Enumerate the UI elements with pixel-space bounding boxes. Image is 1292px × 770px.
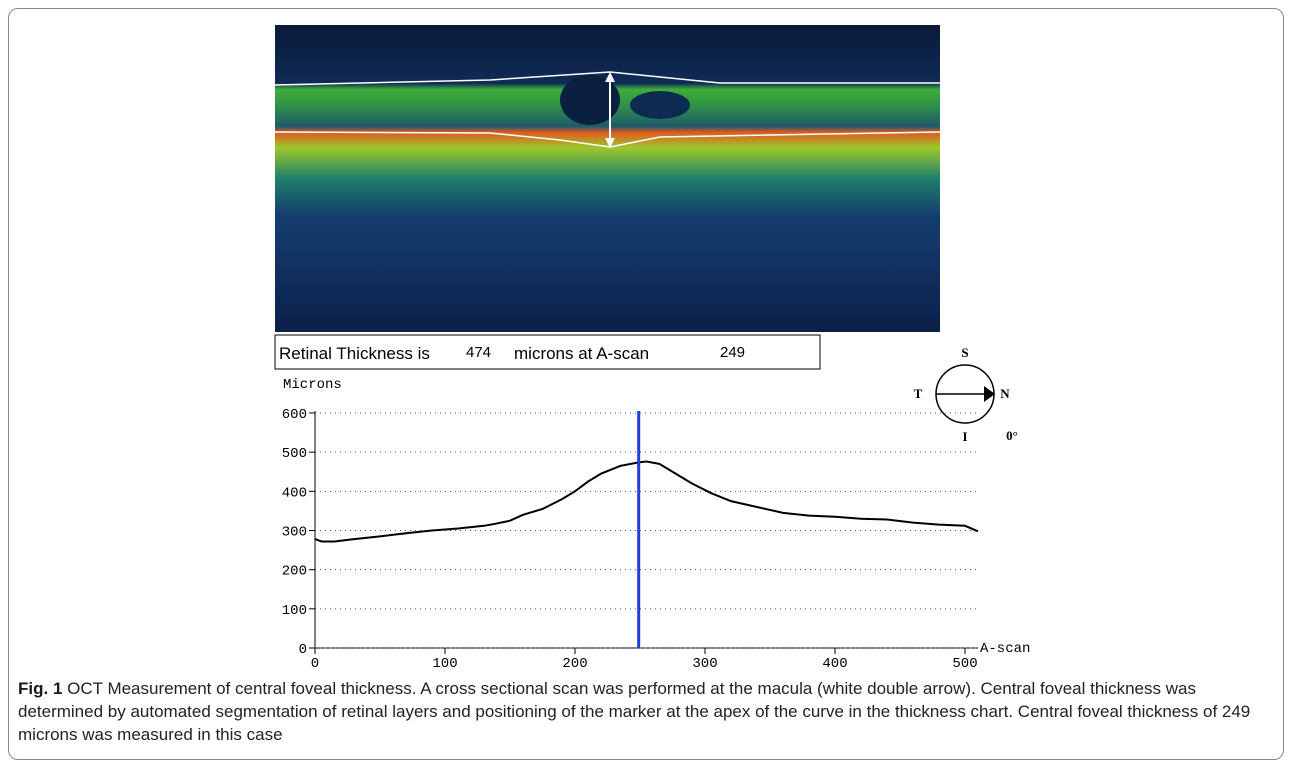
compass-label: I	[962, 429, 967, 444]
page: Retinal Thickness is 474 microns at A-sc…	[0, 0, 1292, 770]
caption: Fig. 1 OCT Measurement of central foveal…	[18, 677, 1268, 746]
compass-label: S	[961, 345, 968, 360]
y-tick-label: 300	[282, 525, 307, 541]
readout-text: microns at A-scan	[514, 344, 649, 363]
compass-label: 0°	[1006, 428, 1018, 443]
y-tick-label: 0	[299, 642, 307, 658]
y-tick-label: 200	[282, 564, 307, 580]
oct-scan-image	[275, 25, 940, 332]
x-tick-label: 100	[432, 656, 457, 672]
readout-text: Retinal Thickness is	[279, 344, 430, 363]
y-tick-label: 600	[282, 407, 307, 423]
compass-label: N	[1000, 386, 1010, 401]
caption-text: OCT Measurement of central foveal thickn…	[18, 679, 1250, 744]
x-tick-label: 300	[692, 656, 717, 672]
y-tick-label: 400	[282, 485, 307, 501]
x-tick-label: 0	[311, 656, 319, 672]
y-tick-label: 100	[282, 603, 307, 619]
thickness-line	[315, 462, 978, 542]
readout-value: 249	[720, 344, 745, 361]
x-tick-label: 400	[822, 656, 847, 672]
readout-value: 474	[466, 344, 491, 361]
oct-cyst	[630, 91, 690, 119]
x-tick-label: 200	[562, 656, 587, 672]
x-axis-label: A-scan	[980, 641, 1030, 657]
x-tick-label: 500	[952, 656, 977, 672]
y-axis-label: Microns	[283, 377, 342, 393]
y-tick-label: 500	[282, 446, 307, 462]
compass-label: T	[914, 386, 923, 401]
caption-label: Fig. 1	[18, 679, 62, 698]
figure: Retinal Thickness is 474 microns at A-sc…	[0, 0, 1292, 770]
